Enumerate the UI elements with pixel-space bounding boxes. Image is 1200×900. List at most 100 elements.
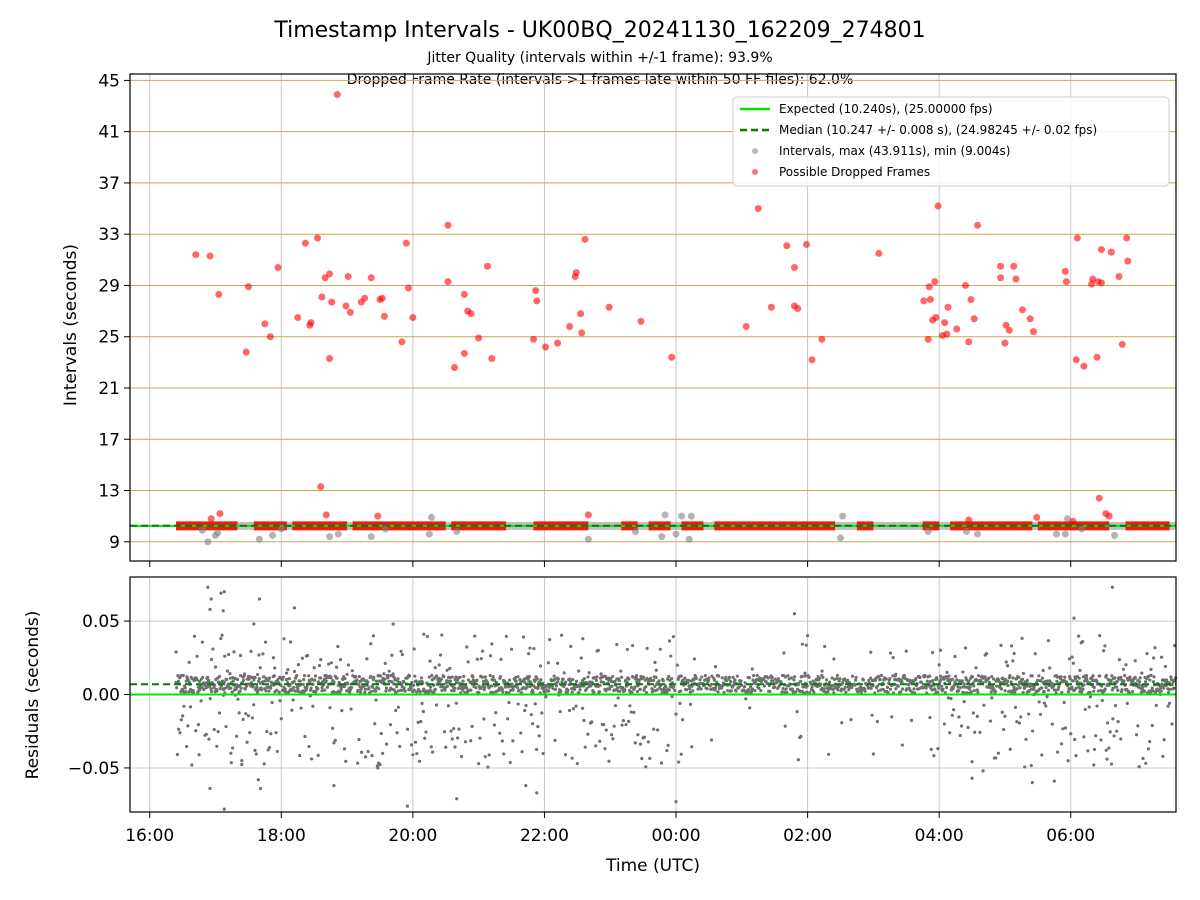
residual-point — [929, 684, 934, 688]
residual-point — [461, 679, 465, 683]
residual-point — [346, 663, 351, 667]
residual-point — [1074, 686, 1078, 690]
legend-expected-label: Expected (10.240s), (25.00000 fps) — [779, 102, 993, 116]
residual-point — [805, 634, 810, 638]
residual-point — [1139, 690, 1143, 694]
residual-point — [450, 675, 454, 679]
residual-point — [1108, 730, 1112, 734]
residual-point — [694, 676, 698, 680]
residual-point — [974, 666, 978, 670]
residual-point — [519, 731, 523, 735]
residual-point — [970, 675, 975, 679]
residual-point — [1071, 679, 1075, 683]
residual-point — [466, 660, 470, 664]
residual-point — [392, 676, 397, 680]
residual-point — [1137, 765, 1141, 769]
residual-point — [939, 677, 943, 682]
residual-point — [483, 675, 488, 679]
residual-point — [260, 688, 264, 692]
residual-point — [1125, 701, 1129, 705]
residual-point — [953, 654, 957, 659]
residual-point — [635, 689, 639, 694]
residual-point — [570, 756, 574, 760]
residual-point — [300, 656, 304, 660]
residual-point — [1002, 727, 1006, 732]
residual-point — [894, 687, 898, 691]
residual-point — [531, 690, 535, 695]
residual-point — [947, 674, 951, 678]
residual-point — [416, 720, 420, 725]
residual-point — [200, 640, 204, 644]
dropped-frame-point — [1123, 234, 1131, 242]
residual-point — [620, 675, 624, 679]
residual-point — [878, 677, 882, 682]
residual-point — [324, 679, 328, 683]
residual-point — [512, 684, 516, 689]
residual-point — [962, 682, 966, 686]
residual-point — [1070, 685, 1074, 689]
residual-point — [780, 690, 784, 694]
residual-point — [369, 674, 373, 679]
dropped-frame-point — [668, 353, 676, 361]
residual-point — [581, 680, 585, 684]
residual-point — [574, 704, 578, 708]
residual-point — [323, 688, 327, 692]
residual-point — [700, 675, 704, 679]
residual-point — [501, 690, 505, 694]
residual-point — [1134, 733, 1139, 737]
residual-point — [582, 718, 586, 723]
dropped-frame-point — [1033, 513, 1041, 521]
residual-point — [532, 647, 536, 651]
residual-point — [1162, 738, 1166, 742]
residual-point — [709, 738, 714, 742]
residual-point — [1017, 675, 1021, 679]
residual-point — [785, 690, 789, 695]
residual-point — [469, 688, 473, 692]
residual-point — [1091, 674, 1095, 678]
residual-point — [902, 673, 906, 678]
residual-point — [1004, 660, 1008, 664]
residual-point — [481, 649, 485, 653]
residual-point — [775, 679, 779, 683]
residual-point — [919, 680, 923, 684]
residual-point — [1104, 748, 1108, 752]
residual-point — [371, 685, 375, 689]
residual-point — [465, 686, 469, 690]
residual-point — [525, 675, 529, 679]
residual-point — [978, 730, 982, 734]
residual-point — [673, 688, 677, 692]
residual-point — [516, 702, 520, 706]
residual-point — [471, 675, 475, 679]
residual-point — [292, 685, 296, 690]
residual-point — [798, 689, 802, 694]
residual-point — [517, 688, 521, 692]
residual-point — [544, 695, 548, 699]
residual-point — [258, 786, 263, 791]
residual-point — [1092, 763, 1096, 767]
top-y-tick-label: 41 — [98, 123, 120, 143]
residual-point — [215, 689, 219, 693]
residual-point — [807, 675, 811, 679]
residual-point — [938, 648, 943, 652]
residual-point — [613, 704, 618, 708]
residual-point — [984, 652, 989, 656]
dropped-frame-point — [467, 310, 475, 318]
residual-point — [356, 761, 360, 765]
residual-point — [402, 680, 406, 684]
residual-point — [1024, 737, 1028, 741]
dropped-frame-point — [925, 283, 933, 291]
residual-point — [1161, 754, 1165, 758]
residual-point — [511, 688, 515, 692]
residual-point — [1025, 690, 1029, 694]
dropped-frame-point — [488, 355, 496, 363]
residual-point — [455, 680, 459, 684]
dropped-frame-point — [924, 335, 932, 343]
residual-point — [615, 686, 620, 690]
top-plot-frame — [129, 73, 1177, 562]
residual-point — [1115, 679, 1119, 684]
residual-point — [267, 676, 272, 680]
residual-point — [269, 732, 273, 736]
residual-point — [408, 686, 412, 690]
residual-point — [271, 656, 276, 660]
residual-point — [982, 703, 986, 707]
